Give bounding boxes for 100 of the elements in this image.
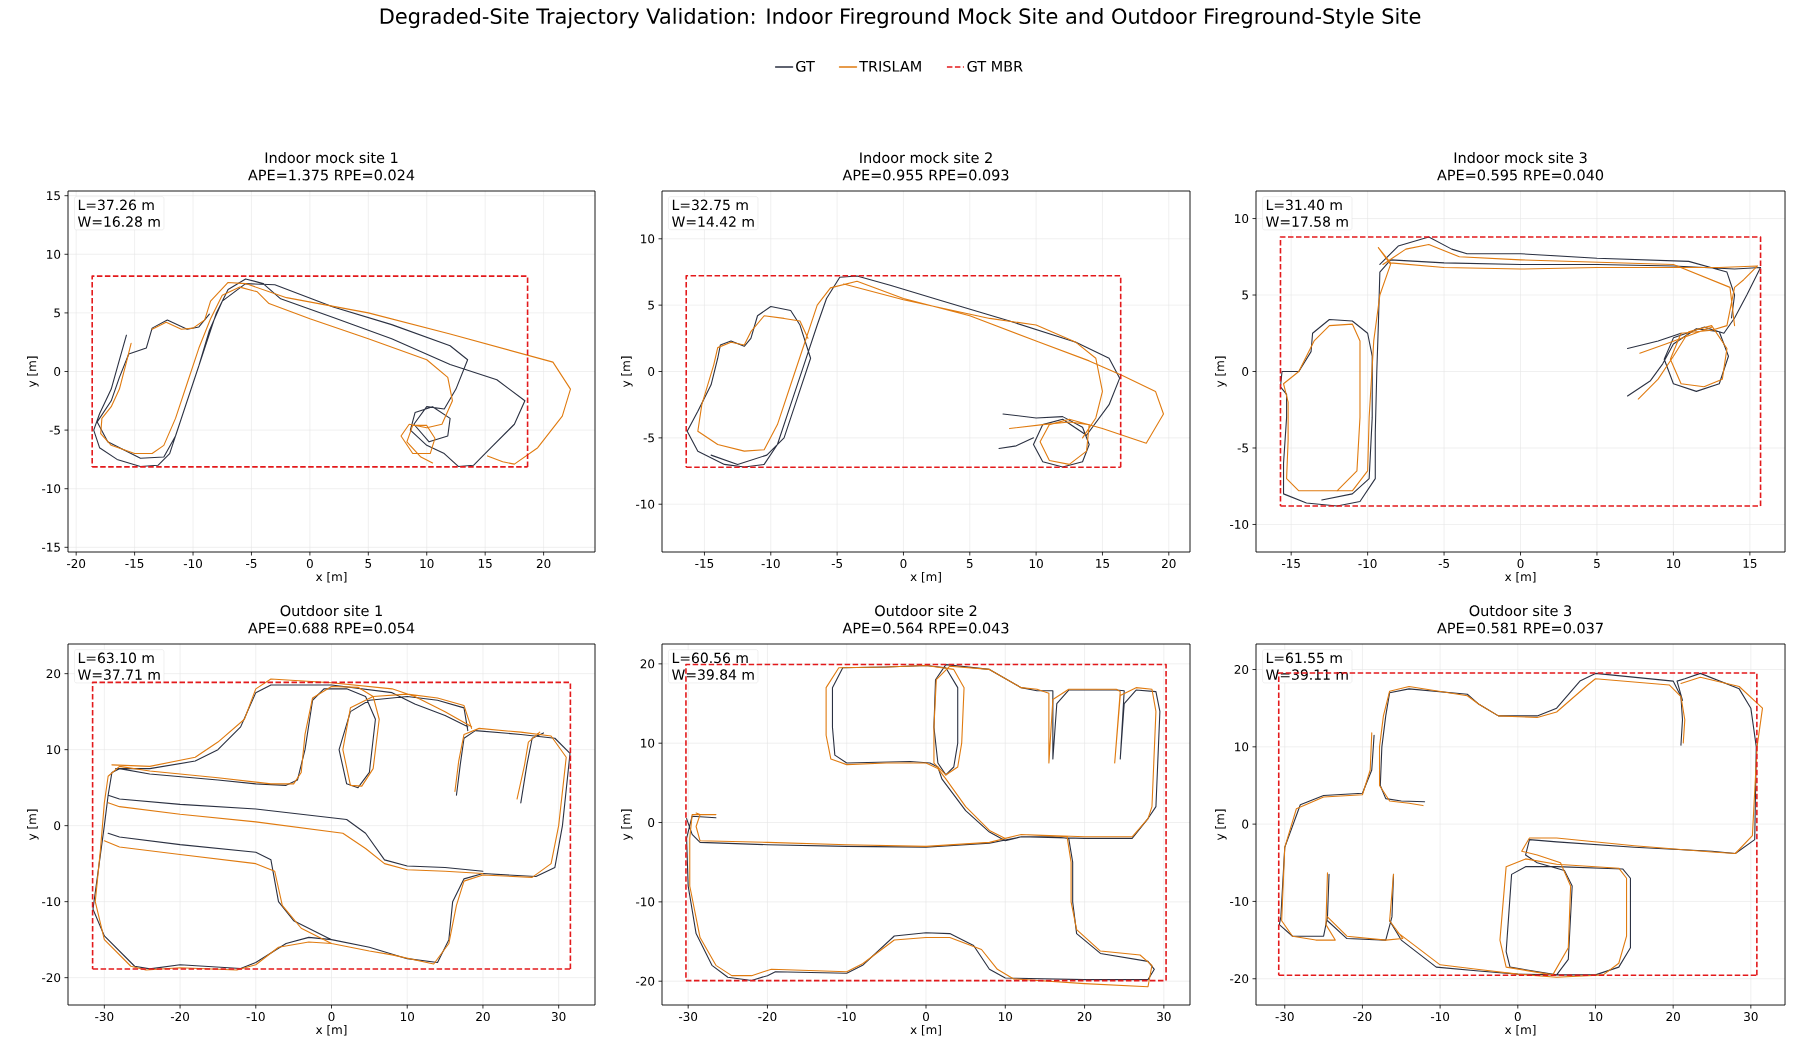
x-tick-label: 30: [551, 1012, 566, 1022]
annotation: L=32.75 m: [672, 199, 748, 211]
text: Degraded-Site Trajectory Validation: Indoor Fireground Mock Site and Outdoor Fireground-Style Site: [380, 7, 1421, 29]
x-tick-label: -5: [246, 559, 257, 568]
x-tick-label: 30: [1157, 1012, 1171, 1022]
annotation: L=31.40 m: [1266, 199, 1342, 211]
x-axis-title: x [m]: [315, 571, 347, 583]
y-tick-label: 0: [1242, 819, 1249, 829]
x-tick-label: -30: [678, 1012, 698, 1022]
x-tick-label: -10: [1358, 559, 1377, 569]
y-tick-label: -5: [643, 433, 654, 443]
chart-title: Outdoor site 2: [875, 604, 977, 617]
y-tick-label: -10: [42, 484, 61, 494]
x-tick-label: -15: [695, 559, 714, 568]
chart-title: Indoor mock site 1: [265, 151, 398, 164]
chart-subtitle: APE=0.595 RPE=0.040: [1437, 169, 1604, 181]
y-axis-title: y [m]: [1215, 356, 1227, 388]
y-tick-label: 10: [641, 234, 655, 244]
annotation: L=37.26 m: [78, 199, 154, 211]
y-tick-label: 0: [54, 366, 61, 377]
x-tick-label: -20: [66, 559, 86, 569]
y-axis-title: y [m]: [621, 356, 633, 388]
chart-title: Outdoor site 1: [280, 604, 382, 617]
x-tick-label: -10: [183, 559, 202, 569]
annotation: L=63.10 m: [78, 652, 154, 664]
x-tick-label: -20: [170, 1012, 190, 1022]
y-tick-label: -5: [1237, 443, 1248, 453]
y-tick-label: 0: [648, 366, 655, 377]
x-tick-label: 20: [536, 559, 551, 569]
y-tick-label: -10: [636, 499, 655, 509]
x-tick-label: -15: [1282, 559, 1300, 568]
y-tick-label: -10: [42, 897, 61, 907]
x-axis-title: x [m]: [315, 1024, 347, 1036]
y-tick-label: -10: [1230, 896, 1249, 906]
x-tick-label: -30: [95, 1012, 114, 1022]
legend-label: GT MBR: [967, 60, 1023, 72]
chart-subtitle: APE=0.955 RPE=0.093: [842, 169, 1009, 181]
x-tick-label: 15: [1743, 559, 1757, 568]
y-tick-label: -5: [49, 425, 60, 435]
y-tick-label: 5: [648, 300, 654, 310]
x-tick-label: 15: [478, 559, 492, 568]
y-tick-label: 20: [46, 669, 61, 679]
x-tick-label: 20: [476, 1012, 490, 1022]
x-tick-label: -10: [761, 559, 780, 569]
x-tick-label: 0: [306, 559, 313, 569]
x-tick-label: 0: [900, 559, 907, 569]
x-tick-label: 20: [1666, 1012, 1680, 1022]
chart-title: Outdoor site 3: [1469, 604, 1572, 617]
y-tick-label: 10: [1235, 742, 1249, 752]
x-tick-label: -5: [831, 559, 843, 568]
y-tick-label: 5: [54, 308, 60, 318]
chart-subtitle: APE=0.688 RPE=0.054: [248, 622, 415, 634]
x-tick-label: 0: [922, 1012, 930, 1022]
y-tick-label: 0: [648, 818, 655, 828]
y-tick-label: -10: [1230, 519, 1249, 529]
x-tick-label: -15: [125, 559, 144, 568]
x-tick-label: 10: [999, 1012, 1013, 1022]
y-tick-label: 20: [1234, 665, 1249, 675]
x-axis-title: x [m]: [1504, 1024, 1536, 1036]
chart-subtitle: APE=0.581 RPE=0.037: [1437, 622, 1603, 634]
y-tick-label: 10: [1235, 214, 1249, 224]
annotation: W=39.84 m: [672, 669, 754, 680]
x-tick-label: 0: [1514, 1012, 1521, 1022]
annotation: L=61.55 m: [1266, 652, 1342, 664]
y-tick-label: 0: [54, 821, 61, 831]
y-tick-label: 10: [47, 745, 61, 755]
x-tick-label: 10: [420, 559, 434, 569]
legend-label: TRISLAM: [859, 60, 921, 72]
x-tick-label: 0: [1517, 559, 1524, 569]
x-tick-label: 20: [1077, 1012, 1092, 1022]
chart-title: Indoor mock site 3: [1454, 151, 1587, 164]
x-tick-label: 10: [1029, 559, 1043, 569]
x-tick-label: 10: [1589, 1012, 1603, 1022]
y-tick-label: -20: [42, 973, 61, 983]
chart-subtitle: APE=0.564 RPE=0.043: [842, 622, 1009, 634]
y-axis-title: y [m]: [1215, 809, 1227, 841]
x-tick-label: 10: [400, 1012, 415, 1022]
y-tick-label: -10: [636, 897, 655, 907]
y-axis-title: y [m]: [621, 809, 633, 841]
x-tick-label: 5: [1594, 559, 1600, 568]
x-tick-label: -10: [837, 1012, 856, 1022]
annotation: L=60.56 m: [672, 652, 748, 664]
y-tick-label: 10: [641, 738, 655, 748]
x-tick-label: 5: [365, 559, 372, 568]
x-tick-label: 0: [328, 1012, 335, 1022]
annotation: W=37.71 m: [77, 669, 160, 680]
legend-label: GT: [796, 60, 815, 72]
x-tick-label: -5: [1438, 559, 1449, 568]
y-tick-label: 10: [47, 249, 61, 259]
x-tick-label: -20: [758, 1012, 777, 1022]
x-tick-label: 30: [1744, 1012, 1758, 1022]
chart-title: Indoor mock site 2: [860, 151, 992, 164]
annotation: W=14.42 m: [672, 216, 754, 227]
y-tick-label: 5: [1242, 290, 1248, 300]
x-tick-label: -10: [1430, 1012, 1450, 1022]
annotation: W=39.11 m: [1266, 669, 1348, 680]
y-tick-label: -15: [42, 542, 60, 552]
y-tick-label: 20: [640, 659, 655, 669]
x-axis-title: x [m]: [910, 571, 941, 583]
chart-subtitle: APE=1.375 RPE=0.024: [248, 169, 415, 181]
